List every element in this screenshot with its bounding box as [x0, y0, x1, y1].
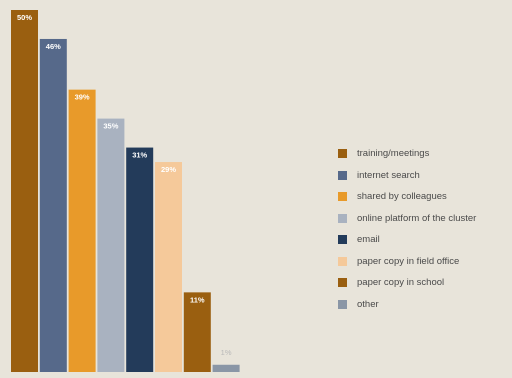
bar-3 — [68, 89, 96, 372]
legend-label: email — [357, 234, 380, 246]
legend-swatch — [338, 256, 347, 266]
legend-label: training/meetings — [357, 148, 430, 160]
legend-swatch — [338, 192, 347, 202]
legend-item-6: paper copy in field office — [338, 251, 476, 273]
legend-label: internet search — [357, 169, 420, 181]
bar-value-label-5: 31% — [132, 151, 147, 160]
bar-value-label-7: 11% — [190, 295, 205, 304]
legend-swatch — [338, 213, 347, 223]
legend-label: paper copy in field office — [357, 255, 460, 267]
legend-label: other — [357, 298, 379, 310]
bar-5 — [126, 147, 154, 372]
bar-2 — [39, 38, 67, 373]
legend-swatch — [338, 170, 347, 180]
bar-6 — [155, 162, 182, 372]
bar-4 — [97, 118, 125, 372]
bar-8 — [212, 364, 240, 372]
bar-value-label-6: 29% — [161, 165, 176, 174]
legend-label: online platform of the cluster — [357, 212, 477, 224]
legend-label: shared by colleagues — [357, 191, 447, 203]
bar-value-label-2: 46% — [46, 42, 61, 51]
legend-item-7: paper copy in school — [338, 272, 476, 294]
bar-value-label-1: 50% — [17, 13, 32, 22]
bar-7 — [183, 292, 211, 372]
legend-item-2: internet search — [338, 165, 476, 187]
bar-value-label-3: 39% — [75, 93, 90, 102]
legend-swatch — [338, 278, 347, 288]
bar-value-label-4: 35% — [103, 122, 118, 131]
legend-item-5: email — [338, 229, 476, 251]
legend-swatch — [338, 149, 347, 159]
bar-value-label-8: 1% — [221, 348, 232, 357]
legend-label: paper copy in school — [357, 277, 445, 289]
legend-swatch — [338, 235, 347, 245]
legend-item-4: online platform of the cluster — [338, 208, 476, 230]
bar-1 — [11, 10, 38, 372]
legend-item-8: other — [338, 294, 476, 316]
chart-legend: training/meetings internet search shared b… — [338, 143, 476, 315]
legend-item-1: training/meetings — [338, 143, 476, 165]
legend-swatch — [338, 299, 347, 309]
legend-item-3: shared by colleagues — [338, 186, 476, 208]
